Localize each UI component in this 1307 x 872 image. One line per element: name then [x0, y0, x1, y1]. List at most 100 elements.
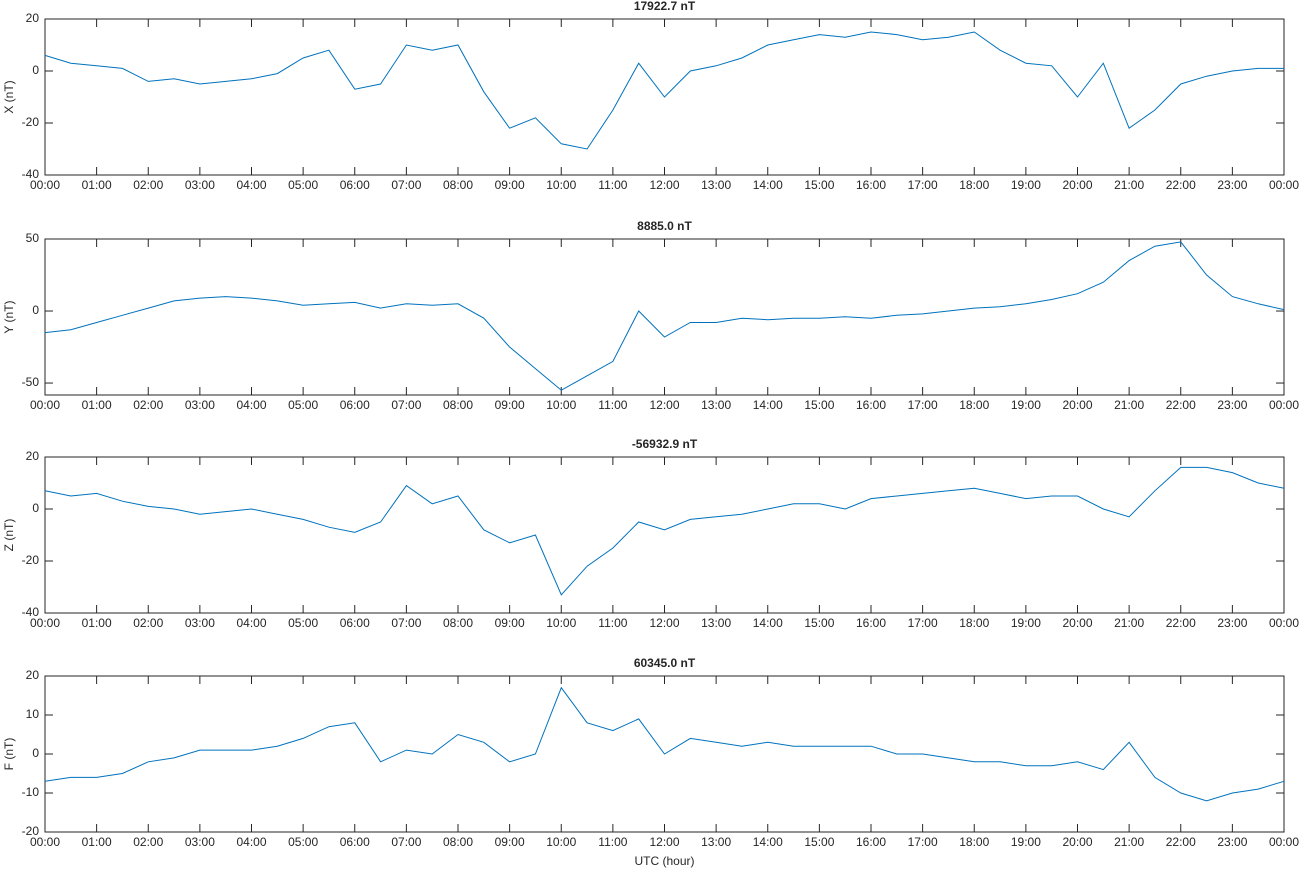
- y-tick-label: -20: [22, 553, 40, 567]
- x-tick-label: 02:00: [133, 835, 163, 849]
- x-tick-label: 10:00: [546, 835, 576, 849]
- x-tick-label: 02:00: [133, 178, 163, 192]
- panel-title: 60345.0 nT: [634, 656, 696, 670]
- panel-title: -56932.9 nT: [632, 437, 698, 451]
- x-tick-label: 21:00: [1114, 398, 1144, 412]
- x-tick-label: 05:00: [288, 398, 318, 412]
- x-tick-label: 09:00: [495, 835, 525, 849]
- x-tick-label: 03:00: [185, 398, 215, 412]
- x-tick-label: 04:00: [236, 835, 266, 849]
- x-tick-label: 13:00: [701, 398, 731, 412]
- x-tick-label: 00:00: [30, 616, 60, 630]
- y-tick-label: 0: [32, 303, 39, 317]
- x-tick-label: 01:00: [82, 835, 112, 849]
- x-tick-label: 16:00: [856, 178, 886, 192]
- x-tick-label: 17:00: [908, 835, 938, 849]
- x-tick-label: 04:00: [236, 616, 266, 630]
- y-tick-label: 0: [32, 63, 39, 77]
- x-tick-label: 10:00: [546, 178, 576, 192]
- x-tick-label: 08:00: [443, 178, 473, 192]
- y-tick-label: 20: [26, 449, 40, 463]
- x-tick-label: 01:00: [82, 616, 112, 630]
- x-tick-label: 03:00: [185, 616, 215, 630]
- x-tick-label: 23:00: [1217, 616, 1247, 630]
- data-line: [44, 466, 1285, 596]
- x-tick-label: 21:00: [1114, 178, 1144, 192]
- x-tick-label: 20:00: [1062, 835, 1092, 849]
- x-tick-label: 01:00: [82, 398, 112, 412]
- x-tick-label: 11:00: [598, 398, 627, 412]
- y-axis-label: X (nT): [2, 80, 16, 113]
- data-line: [44, 241, 1285, 391]
- x-tick-label: 00:00: [1269, 616, 1299, 630]
- x-tick-label: 02:00: [133, 398, 163, 412]
- x-tick-label: 00:00: [1269, 835, 1299, 849]
- x-tick-label: 18:00: [959, 616, 989, 630]
- x-tick-label: 10:00: [546, 616, 576, 630]
- x-tick-label: 03:00: [185, 835, 215, 849]
- x-tick-label: 21:00: [1114, 835, 1144, 849]
- x-tick-label: 09:00: [495, 398, 525, 412]
- x-tick-label: 21:00: [1114, 616, 1144, 630]
- x-tick-label: 18:00: [959, 398, 989, 412]
- x-tick-label: 15:00: [804, 835, 834, 849]
- x-tick-label: 16:00: [856, 398, 886, 412]
- x-tick-label: 23:00: [1217, 835, 1247, 849]
- x-tick-label: 06:00: [340, 398, 370, 412]
- data-line: [44, 31, 1284, 150]
- panel-title: 17922.7 nT: [634, 0, 696, 13]
- x-tick-label: 00:00: [1269, 398, 1299, 412]
- x-tick-label: 07:00: [391, 178, 421, 192]
- y-tick-label: -40: [22, 167, 40, 181]
- x-tick-label: 15:00: [804, 398, 834, 412]
- x-tick-label: 13:00: [701, 616, 731, 630]
- x-tick-label: 22:00: [1166, 616, 1196, 630]
- x-tick-label: 18:00: [959, 835, 989, 849]
- y-tick-label: 20: [26, 11, 40, 25]
- x-tick-label: 23:00: [1217, 178, 1247, 192]
- y-tick-label: -50: [22, 375, 40, 389]
- x-tick-label: 13:00: [701, 178, 731, 192]
- x-tick-label: 08:00: [443, 398, 473, 412]
- panel-title: 8885.0 nT: [637, 219, 692, 233]
- x-tick-label: 01:00: [82, 178, 112, 192]
- x-tick-label: 02:00: [133, 616, 163, 630]
- x-tick-label: 12:00: [649, 178, 679, 192]
- x-tick-label: 15:00: [804, 616, 834, 630]
- y-tick-label: 50: [26, 231, 40, 245]
- x-tick-label: 14:00: [753, 178, 783, 192]
- x-tick-label: 19:00: [1011, 398, 1041, 412]
- x-tick-label: 04:00: [236, 178, 266, 192]
- x-tick-label: 16:00: [856, 835, 886, 849]
- x-tick-label: 19:00: [1011, 616, 1041, 630]
- x-tick-label: 22:00: [1166, 178, 1196, 192]
- x-tick-label: 22:00: [1166, 835, 1196, 849]
- x-tick-label: 19:00: [1011, 835, 1041, 849]
- x-axis-label: UTC (hour): [634, 854, 694, 868]
- y-axis-label: Y (nT): [2, 300, 16, 333]
- x-tick-label: 20:00: [1062, 398, 1092, 412]
- x-tick-label: 00:00: [1269, 178, 1299, 192]
- x-tick-label: 12:00: [649, 616, 679, 630]
- x-tick-label: 20:00: [1062, 178, 1092, 192]
- x-tick-label: 14:00: [753, 616, 783, 630]
- x-tick-label: 12:00: [649, 835, 679, 849]
- y-tick-label: -40: [22, 605, 40, 619]
- x-tick-label: 16:00: [856, 616, 886, 630]
- y-tick-label: 20: [26, 668, 40, 682]
- x-tick-label: 00:00: [30, 835, 60, 849]
- x-tick-label: 12:00: [649, 398, 679, 412]
- y-axis-label: F (nT): [2, 738, 16, 771]
- x-tick-label: 20:00: [1062, 616, 1092, 630]
- y-tick-label: 10: [26, 707, 40, 721]
- x-tick-label: 11:00: [598, 178, 627, 192]
- x-tick-label: 17:00: [908, 398, 938, 412]
- x-tick-label: 06:00: [340, 178, 370, 192]
- y-axis-label: Z (nT): [2, 519, 16, 552]
- x-tick-label: 08:00: [443, 835, 473, 849]
- y-tick-label: 0: [32, 501, 39, 515]
- x-tick-label: 15:00: [804, 178, 834, 192]
- y-tick-label: 0: [32, 746, 39, 760]
- x-tick-label: 07:00: [391, 616, 421, 630]
